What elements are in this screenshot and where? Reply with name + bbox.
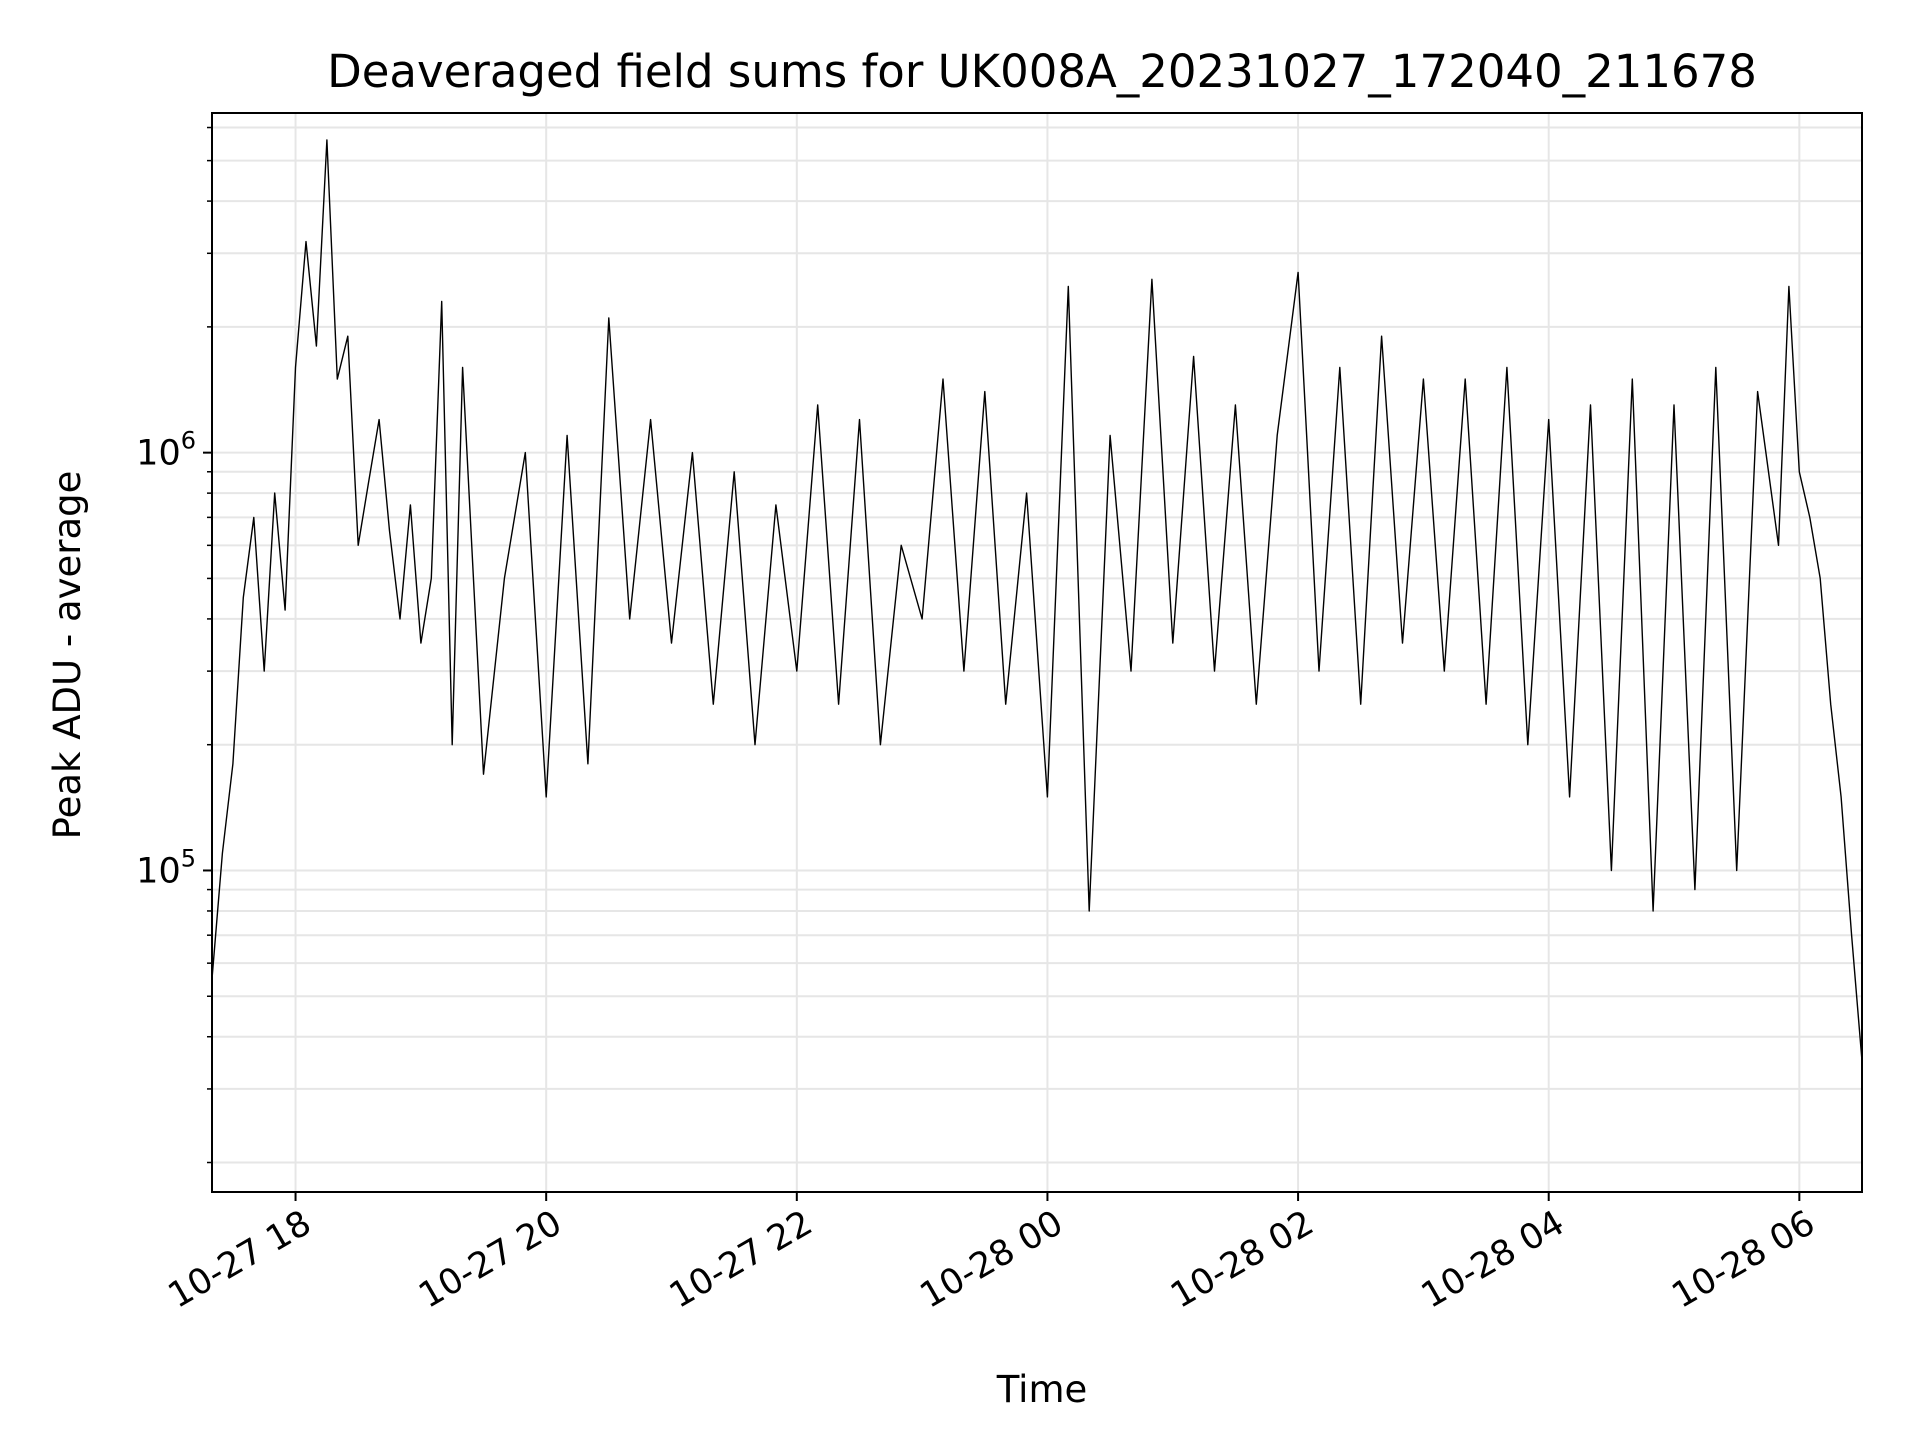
y-tick-label: 105 [136, 844, 196, 891]
y-tick-base: 10 [136, 434, 181, 474]
chart-title: Deaveraged field sums for UK008A_2023102… [327, 45, 1757, 98]
y-tick-exponent: 6 [181, 427, 196, 455]
y-tick-exponent: 5 [181, 844, 196, 872]
grid-layer [212, 113, 1862, 1192]
y-tick-base: 10 [136, 851, 181, 891]
x-axis-label: Time [996, 1368, 1088, 1411]
y-axis-label: Peak ADU - average [46, 471, 89, 840]
series-line [211, 139, 1863, 1062]
data-layer [211, 139, 1863, 1062]
plot-frame [211, 112, 1863, 1193]
y-tick-label: 106 [136, 427, 196, 474]
